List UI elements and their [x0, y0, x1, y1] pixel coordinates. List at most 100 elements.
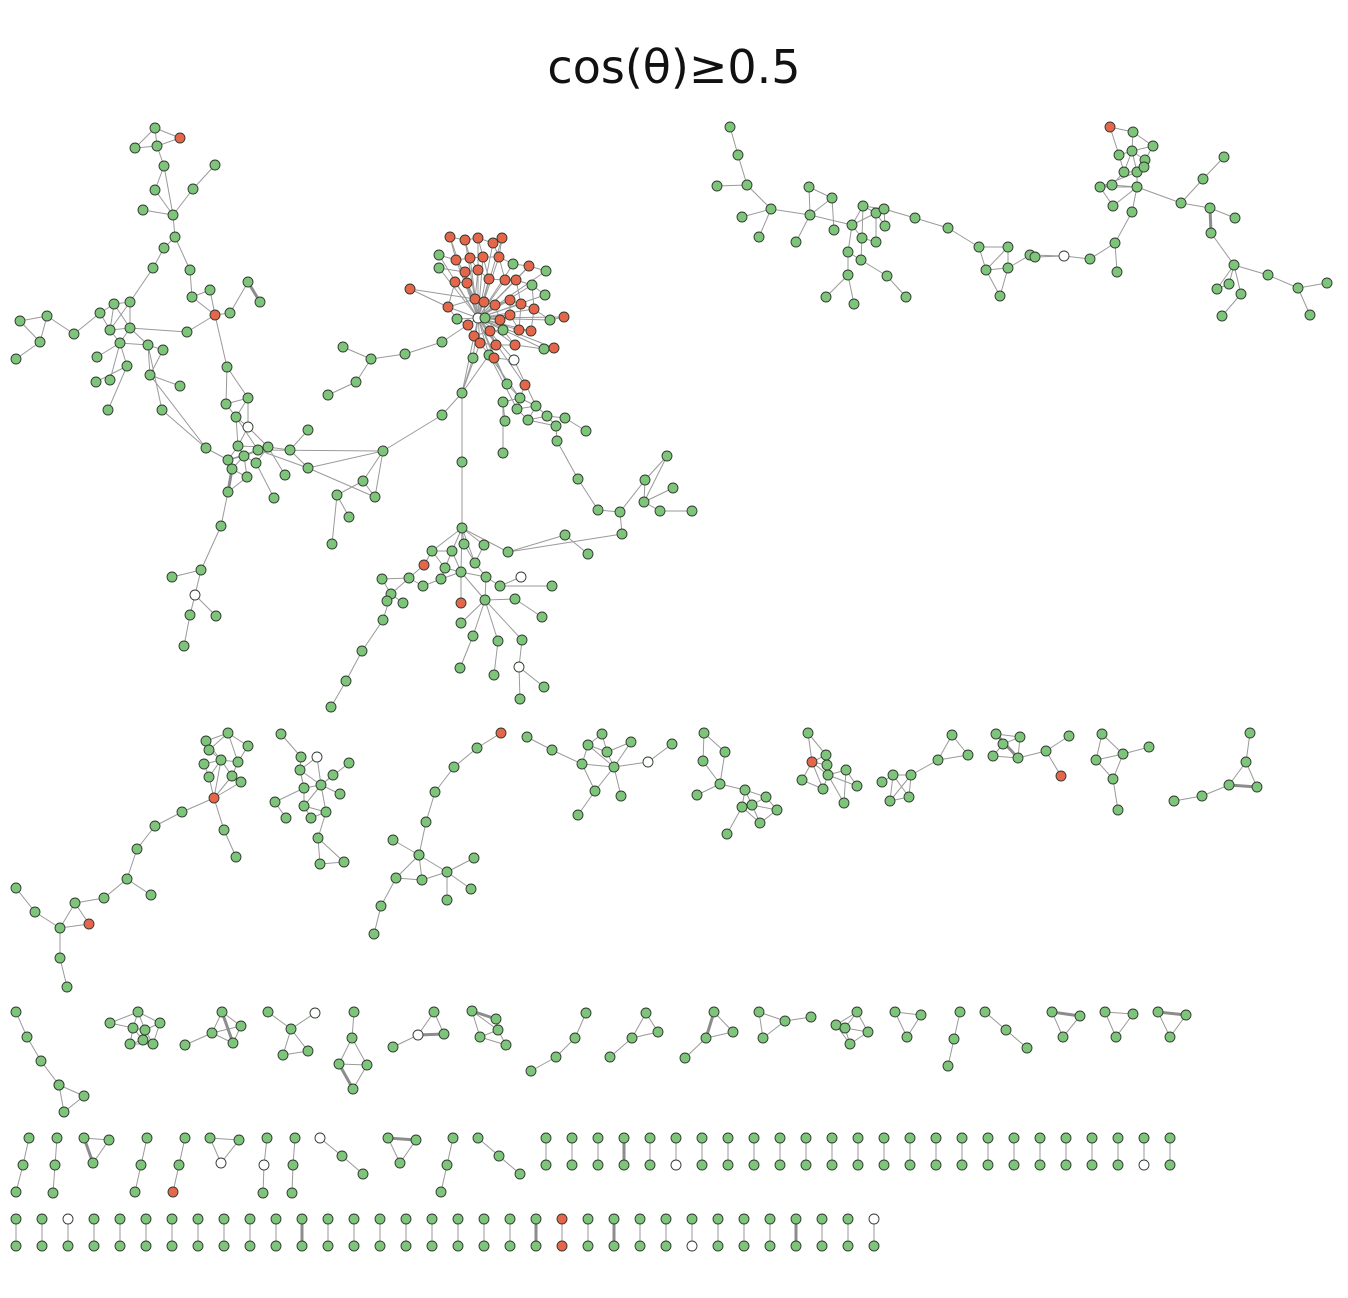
- graph-node: [103, 1134, 115, 1146]
- graph-node: [496, 232, 508, 244]
- graph-node: [298, 800, 310, 812]
- graph-node: [88, 1213, 100, 1225]
- graph-node: [418, 559, 430, 571]
- graph-node: [1168, 795, 1180, 807]
- graph-node: [589, 785, 601, 797]
- graph-node: [428, 1006, 440, 1018]
- graph-node: [800, 1132, 812, 1144]
- graph-edge: [477, 317, 515, 361]
- graph-node: [478, 1240, 490, 1252]
- graph-node: [215, 754, 227, 766]
- graph-node: [608, 1240, 620, 1252]
- graph-node: [78, 1132, 90, 1144]
- graph-node: [1223, 278, 1235, 290]
- graph-node: [455, 617, 467, 629]
- graph-node: [58, 1106, 70, 1118]
- graph-edge: [331, 494, 338, 545]
- graph-node: [174, 380, 186, 392]
- graph-node: [474, 337, 486, 349]
- graph-node: [487, 237, 499, 249]
- graph-node: [478, 1213, 490, 1225]
- graph-node: [169, 231, 181, 243]
- graph-node: [135, 1159, 147, 1171]
- graph-edge: [149, 374, 207, 449]
- graph-node: [1034, 1159, 1046, 1171]
- graph-node: [252, 444, 264, 456]
- graph-node: [604, 1051, 616, 1063]
- graph-node: [230, 411, 242, 423]
- graph-node: [222, 486, 234, 498]
- graph-node: [821, 759, 833, 771]
- graph-node: [461, 277, 473, 289]
- graph-node: [1292, 282, 1304, 294]
- graph-node: [1002, 262, 1014, 274]
- graph-edge: [460, 571, 486, 601]
- graph-node: [455, 566, 467, 578]
- graph-node: [1040, 745, 1052, 757]
- graph-node: [334, 788, 346, 800]
- graph-node: [530, 1213, 542, 1225]
- graph-node: [1112, 1159, 1124, 1171]
- graph-node: [377, 445, 389, 457]
- graph-node: [779, 1015, 791, 1027]
- graph-node: [14, 315, 26, 327]
- graph-node: [556, 1240, 568, 1252]
- graph-node: [129, 142, 141, 154]
- graph-node: [412, 1029, 424, 1041]
- graph-node: [449, 276, 461, 288]
- graph-node: [452, 1240, 464, 1252]
- graph-node: [504, 294, 516, 306]
- graph-edge: [431, 527, 463, 552]
- graph-node: [904, 1132, 916, 1144]
- graph-node: [441, 1159, 453, 1171]
- graph-node: [930, 1159, 942, 1171]
- graph-node: [448, 761, 460, 773]
- graph-node: [158, 160, 170, 172]
- graph-node: [471, 742, 483, 754]
- graph-node: [1096, 728, 1108, 740]
- graph-edge: [472, 599, 486, 637]
- graph-node: [149, 184, 161, 196]
- graph-node: [390, 872, 402, 884]
- graph-node: [218, 824, 230, 836]
- graph-node: [426, 545, 438, 557]
- graph-node: [559, 412, 571, 424]
- graph-node: [459, 234, 471, 246]
- graph-node: [881, 270, 893, 282]
- graph-node: [522, 414, 534, 426]
- graph-edge: [507, 533, 623, 553]
- graph-node: [387, 1041, 399, 1053]
- graph-node: [1002, 241, 1014, 253]
- graph-node: [484, 325, 496, 337]
- graph-node: [262, 441, 274, 453]
- graph-node: [660, 1213, 672, 1225]
- graph-node: [514, 693, 526, 705]
- graph-node: [394, 1157, 406, 1169]
- graph-node: [368, 928, 380, 940]
- graph-node: [83, 918, 95, 930]
- graph-edge: [186, 314, 216, 333]
- graph-node: [901, 1031, 913, 1043]
- graph-node: [820, 291, 832, 303]
- graph-node: [572, 473, 584, 485]
- graph-node: [357, 475, 369, 487]
- graph-node: [124, 1038, 136, 1050]
- graph-node: [504, 1240, 516, 1252]
- graph-node: [459, 266, 471, 278]
- graph-node: [195, 564, 207, 576]
- graph-node: [544, 314, 556, 326]
- graph-node: [454, 662, 466, 674]
- graph-node: [178, 640, 190, 652]
- graph-node: [198, 758, 210, 770]
- graph-node: [497, 396, 509, 408]
- graph-node: [736, 801, 748, 813]
- graph-node: [488, 352, 500, 364]
- graph-node: [513, 324, 525, 336]
- graph-node: [62, 1213, 74, 1225]
- graph-node: [356, 645, 368, 657]
- graph-node: [302, 1045, 314, 1057]
- graph-node: [477, 251, 489, 263]
- graph-node: [376, 573, 388, 585]
- graph-node: [997, 738, 1009, 750]
- graph-node: [216, 1006, 228, 1018]
